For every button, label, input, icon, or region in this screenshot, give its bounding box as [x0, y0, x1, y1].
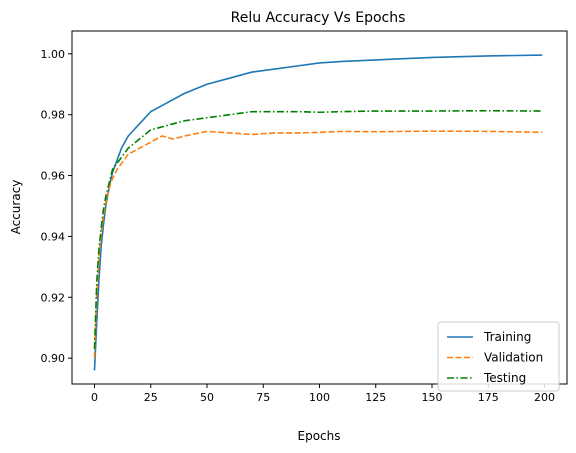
x-ticks: 0 25 50 75 100 125 150 175 200 [91, 384, 555, 404]
x-tick-label: 200 [534, 391, 555, 404]
y-ticks: 0.90 0.92 0.94 0.96 0.98 1.00 [41, 48, 72, 365]
x-axis-label: Epochs [298, 429, 341, 443]
y-tick-label: 1.00 [41, 48, 66, 61]
x-tick-label: 100 [309, 391, 330, 404]
x-tick-label: 50 [200, 391, 214, 404]
x-tick-label: 75 [256, 391, 270, 404]
series-line-validation [93, 130, 543, 359]
legend-entry: Validation [484, 351, 543, 365]
x-tick-label: 175 [478, 391, 499, 404]
legend-entry: Training [483, 330, 531, 344]
x-tick-label: 125 [365, 391, 386, 404]
y-tick-label: 0.92 [41, 291, 66, 304]
y-tick-label: 0.90 [41, 352, 66, 365]
series-line-testing [93, 109, 543, 350]
legend: Training Validation Testing [437, 321, 560, 392]
y-tick-label: 0.98 [41, 109, 66, 122]
y-axis-label: Accuracy [9, 180, 23, 235]
series-lines [93, 54, 543, 371]
legend-entry: Testing [483, 371, 526, 385]
chart-title: Relu Accuracy Vs Epochs [231, 10, 406, 26]
x-tick-label: 150 [422, 391, 443, 404]
series-line-training [93, 54, 543, 371]
y-tick-label: 0.94 [41, 230, 66, 243]
x-tick-label: 0 [91, 391, 98, 404]
y-tick-label: 0.96 [41, 170, 66, 183]
legend-box [437, 321, 560, 392]
x-tick-label: 25 [144, 391, 158, 404]
